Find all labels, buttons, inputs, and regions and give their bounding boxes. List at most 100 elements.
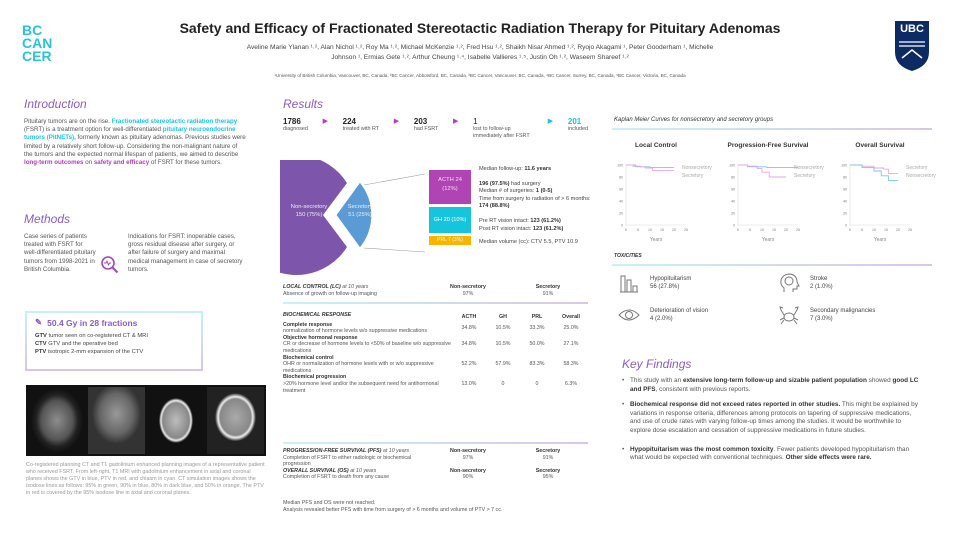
ct-coronal-image xyxy=(206,387,264,454)
toxicity-item: Stroke 2 (1.0%) xyxy=(778,272,938,294)
legend-label: Nonsecretory xyxy=(682,165,712,171)
planning-images xyxy=(26,385,266,456)
x-tick-label: 20 xyxy=(896,228,900,232)
y-tick-label: 20 xyxy=(619,212,623,216)
local-control-section: LOCAL CONTROL (LC) at 10 years Absence of… xyxy=(283,284,588,305)
cohort-pie-chart xyxy=(280,160,426,275)
y-tick-label: 80 xyxy=(843,176,847,180)
toxicity-item: Secondary malignancies 7 (3.0%) xyxy=(778,304,938,326)
x-tick-label: 0 xyxy=(737,228,739,232)
toxicity-item: Hypopituitarism 56 (27.8%) xyxy=(618,272,778,294)
x-tick-label: 5 xyxy=(637,228,639,232)
flow-step: 201 included xyxy=(567,117,588,132)
flow-step: 203 had FSRT xyxy=(413,117,439,132)
ct-axial-image xyxy=(147,387,205,454)
x-tick-label: 25 xyxy=(684,228,688,232)
head-brain-icon xyxy=(780,273,800,292)
os-row: OVERALL SURVIVAL (OS) at 10 years Complet… xyxy=(283,467,561,481)
bar-chart-icon xyxy=(620,275,638,293)
y-tick-label: 0 xyxy=(621,224,623,228)
biochemical-response-table: BIOCHEMICAL RESPONSE ACTH GH PRL Overall Com… xyxy=(283,312,588,394)
y-tick-label: 40 xyxy=(619,200,623,204)
y-tick-label: 100 xyxy=(729,164,735,168)
dose-label: 50.4 Gy in 28 fractions xyxy=(47,317,138,328)
divider xyxy=(612,128,932,130)
legend-label: Secretory xyxy=(682,173,704,179)
km-chart-title: Progression-Free Survival xyxy=(728,142,809,149)
legend-label: Nonsecretory xyxy=(794,165,824,171)
patient-flow: 1786 diagnosed ▶ 224 treated with RT ▶ 203… xyxy=(283,117,588,140)
y-tick-label: 60 xyxy=(619,188,623,192)
methods-indications: Indications for FSRT: inoperable cases, … xyxy=(128,233,243,273)
legend-label: Secretory xyxy=(906,165,928,171)
list-item: Hypopituitarism was the most common toxi… xyxy=(622,446,922,463)
pie-label-secretory: Secretory 51 (25%) xyxy=(347,204,373,218)
divider xyxy=(612,264,932,266)
x-tick-label: 20 xyxy=(784,228,788,232)
gh-box: GH 20 (10%) xyxy=(429,207,471,233)
y-tick-label: 20 xyxy=(731,212,735,216)
y-tick-label: 0 xyxy=(845,224,847,228)
x-tick-label: 0 xyxy=(625,228,627,232)
x-axis-label: Years xyxy=(650,237,663,243)
x-tick-label: 15 xyxy=(660,228,664,232)
table-row: Objective hormonal response CR or decreas… xyxy=(283,334,579,354)
legend-label: Nonsecretory xyxy=(906,173,936,179)
y-tick-label: 60 xyxy=(843,188,847,192)
x-tick-label: 0 xyxy=(849,228,851,232)
arrow-icon: ▶ xyxy=(393,118,400,125)
prl-box: PRL 7 (3%) xyxy=(429,236,471,245)
table-header-row: BIOCHEMICAL RESPONSE ACTH GH PRL Overall xyxy=(283,312,580,320)
list-item: This study with an extensive long-term f… xyxy=(622,377,922,394)
results-heading: Results xyxy=(283,97,324,111)
x-tick-label: 5 xyxy=(861,228,863,232)
toxicity-item: Deterioration of vision 4 (2.0%) xyxy=(618,304,778,326)
pencil-icon: ✎ xyxy=(35,317,43,327)
eye-icon xyxy=(618,309,640,321)
km-curve-nonsecretory xyxy=(850,164,898,182)
x-tick-label: 10 xyxy=(872,228,876,232)
arrow-icon: ▶ xyxy=(547,118,554,125)
list-item: Biochemical response did not exceed rate… xyxy=(622,401,922,435)
image-caption: Co-registered planning CT and T1 gadolin… xyxy=(26,462,265,496)
flow-step: 1786 diagnosed xyxy=(283,117,308,132)
crab-icon xyxy=(779,306,799,325)
y-tick-label: 40 xyxy=(731,200,735,204)
pfs-row: PROGRESSION-FREE SURVIVAL (PFS) at 10 ye… xyxy=(283,448,561,468)
methods-heading: Methods xyxy=(24,212,71,226)
methods-cohort: Case series of patients treated with FSR… xyxy=(24,233,96,273)
y-tick-label: 80 xyxy=(731,176,735,180)
acth-box: ACTH 24 (12%) xyxy=(429,170,471,204)
x-tick-label: 10 xyxy=(648,228,652,232)
y-tick-label: 40 xyxy=(843,200,847,204)
table-row: Biochemical control OHR or normalization … xyxy=(283,354,579,374)
mri-axial-image xyxy=(28,387,86,454)
x-tick-label: 25 xyxy=(908,228,912,232)
x-tick-label: 20 xyxy=(672,228,676,232)
km-charts: Local Control 0 20 40 60 80 100 0 5 10 15 20 25 Years… xyxy=(612,135,952,245)
key-findings-list: This study with an extensive long-term f… xyxy=(622,377,922,470)
x-tick-label: 10 xyxy=(760,228,764,232)
y-tick-label: 0 xyxy=(733,224,735,228)
ubc-logo: UBC xyxy=(894,20,930,72)
pie-label-nonsecretory: Non-secretory 150 (75%) xyxy=(290,204,328,218)
cohort-stats: Median follow-up: 11.6 years 196 (97.5%)… xyxy=(479,166,591,246)
y-tick-label: 20 xyxy=(843,212,847,216)
km-curve-secretory xyxy=(626,164,674,171)
divider xyxy=(283,442,588,444)
table-row: Biochemical progression >20% hormone leve… xyxy=(283,374,578,394)
y-tick-label: 60 xyxy=(731,188,735,192)
pie-slice-secretory xyxy=(335,181,373,249)
intro-heading: Introduction xyxy=(24,97,87,111)
mri-coronal-image xyxy=(87,387,145,454)
arrow-icon: ▶ xyxy=(453,118,459,125)
intro-text: Pituitary tumors are on the rise. Fracti… xyxy=(24,118,246,167)
survival-table: PROGRESSION-FREE SURVIVAL (PFS) at 10 ye… xyxy=(283,448,588,481)
y-tick-label: 80 xyxy=(619,176,623,180)
ubc-logo-text: UBC xyxy=(900,23,924,35)
flow-step: 1 lost to follow-up immediately after FSR… xyxy=(473,117,530,139)
x-tick-label: 15 xyxy=(772,228,776,232)
magnifier-icon xyxy=(100,255,120,280)
divider xyxy=(283,302,588,305)
